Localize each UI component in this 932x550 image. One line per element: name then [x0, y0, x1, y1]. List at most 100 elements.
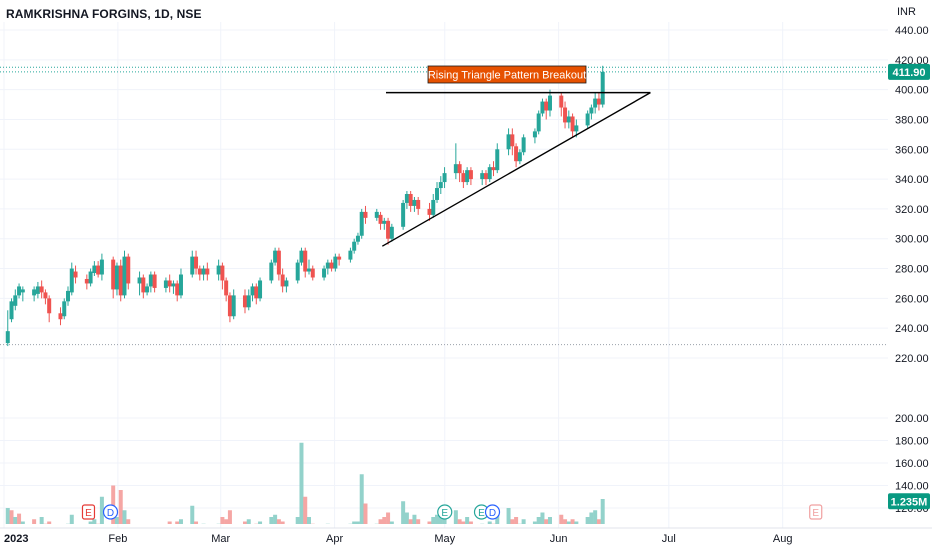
candle-body	[242, 295, 247, 308]
candle-body	[84, 278, 89, 284]
candle-body	[137, 277, 142, 284]
candle-body	[299, 250, 304, 263]
candle-body	[152, 274, 157, 288]
volume-bar	[122, 510, 127, 524]
volume-bar	[536, 517, 541, 524]
candle-body	[483, 173, 488, 180]
candle-body	[303, 250, 308, 272]
time-tick-label: Mar	[211, 533, 230, 545]
candle-body	[389, 226, 394, 239]
candle-body	[468, 170, 473, 180]
candle-body	[167, 280, 172, 287]
volume-bar	[258, 521, 263, 524]
volume-bar	[92, 519, 97, 524]
support-trendline	[381, 92, 651, 247]
candle-body	[5, 331, 10, 344]
candle-body	[231, 295, 236, 317]
last-volume-label: 1.235M	[891, 496, 928, 508]
volume-bar	[457, 519, 462, 524]
volume-bar	[600, 499, 605, 524]
currency-label: INR	[897, 6, 916, 18]
candle-body	[333, 256, 338, 269]
reference-lines	[0, 66, 888, 346]
candle-body	[457, 164, 462, 174]
breakout-label: Rising Triangle Pattern Breakout	[428, 70, 586, 82]
candle-body	[17, 286, 22, 296]
candle-body	[536, 113, 541, 132]
volume-bar	[99, 496, 104, 524]
volume-bar	[593, 510, 598, 524]
candle-body	[205, 268, 210, 275]
candle-body	[566, 116, 571, 123]
volume-bar	[303, 496, 308, 524]
last-price-tag	[888, 63, 930, 80]
candle-body	[178, 274, 183, 296]
volume-bar	[363, 503, 368, 524]
candle-body	[480, 173, 485, 180]
volume-bars	[5, 442, 605, 524]
volume-bar	[386, 512, 391, 524]
candle-body	[348, 250, 353, 260]
volume-bar	[435, 514, 440, 524]
candle-body	[114, 265, 119, 290]
candle-body	[295, 262, 300, 281]
volume-bar	[280, 521, 285, 524]
price-tick-label: 260.00	[895, 293, 929, 305]
volume-bar	[352, 521, 357, 524]
price-tick-label: 300.00	[895, 234, 929, 246]
candle-body	[175, 283, 180, 296]
volume-bar	[5, 508, 10, 524]
axes: 440.00 420.00 400.00 380.00 360.00 340.00 320.…	[0, 25, 932, 545]
candle-body	[254, 286, 259, 299]
candle-body	[13, 295, 18, 306]
volume-bar	[118, 490, 123, 524]
volume-bar	[299, 442, 304, 524]
candle-body	[386, 220, 391, 239]
candle-body	[35, 286, 40, 294]
price-tick-label: 420.00	[895, 55, 929, 67]
last-price-label: 411.90	[892, 67, 925, 79]
candle-body	[201, 268, 206, 275]
candle-body	[163, 280, 168, 288]
candle-body	[220, 265, 225, 281]
candle-body	[273, 250, 278, 263]
candle-body	[521, 137, 526, 153]
event-marker	[484, 504, 501, 520]
candle-body	[69, 268, 74, 293]
volume-bar	[468, 521, 473, 524]
volume-bar	[227, 510, 232, 524]
volume-bar	[47, 521, 52, 524]
volume-bar	[389, 521, 394, 524]
candle-body	[216, 265, 221, 275]
grid	[0, 22, 888, 528]
volume-bar	[408, 519, 413, 524]
price-tick-label: 320.00	[895, 204, 929, 216]
candle-body	[517, 152, 522, 162]
time-tick-label: Feb	[108, 533, 127, 545]
annotations[interactable]: Rising Triangle Pattern Breakout	[381, 65, 651, 247]
volume-bar	[404, 512, 409, 524]
volume-bar	[269, 517, 274, 524]
volume-bar	[521, 519, 526, 524]
volume-bar	[246, 519, 251, 524]
time-tick-label: May	[434, 533, 455, 545]
candle-body	[306, 268, 311, 272]
volume-bar	[401, 501, 406, 524]
candle-body	[190, 256, 195, 275]
time-tick-label: Jun	[550, 533, 568, 545]
volume-bar	[566, 521, 571, 524]
candle-body	[47, 298, 52, 314]
candle-body	[92, 265, 97, 274]
volume-bar	[178, 519, 183, 524]
candle-body	[487, 167, 492, 180]
candle-body	[563, 107, 568, 123]
candle-body	[258, 280, 263, 299]
volume-bar	[190, 505, 195, 524]
volume-bar	[306, 517, 311, 524]
volume-bar	[559, 514, 564, 524]
event-marker	[81, 504, 96, 520]
volume-bar	[126, 519, 131, 524]
